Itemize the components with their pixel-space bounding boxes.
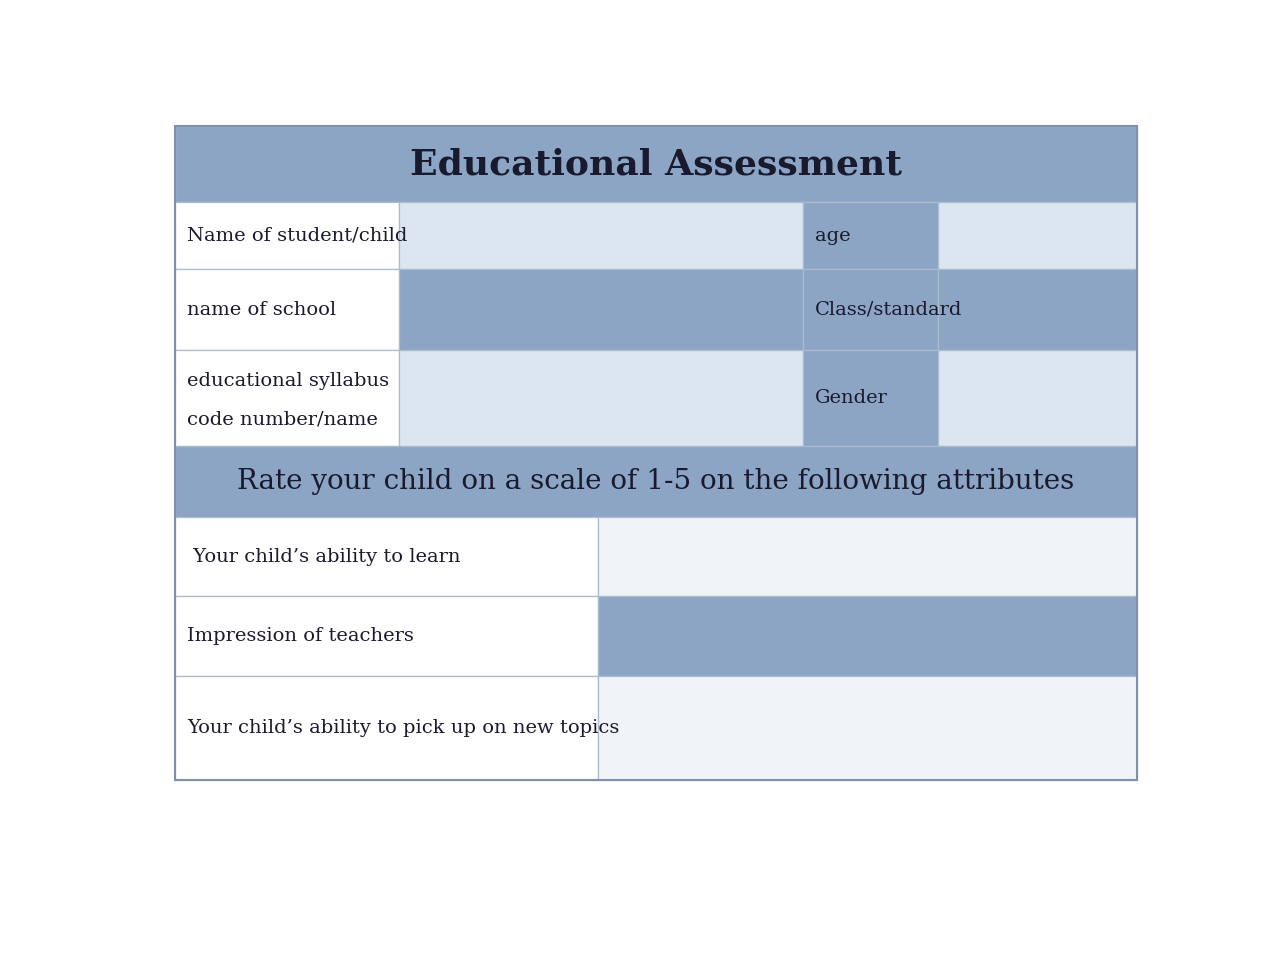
Text: Your child’s ability to learn: Your child’s ability to learn: [187, 547, 461, 565]
Bar: [938, 350, 1137, 446]
Text: code number/name: code number/name: [187, 411, 378, 428]
Bar: [175, 269, 399, 350]
Text: Impression of teachers: Impression of teachers: [187, 627, 413, 645]
Bar: [399, 203, 804, 269]
Bar: [175, 127, 1137, 203]
Text: Gender: Gender: [815, 390, 888, 407]
Bar: [175, 127, 1137, 780]
Bar: [175, 203, 399, 269]
Text: Class/standard: Class/standard: [815, 300, 963, 319]
Text: Your child’s ability to pick up on new topics: Your child’s ability to pick up on new t…: [187, 719, 620, 737]
Text: age: age: [815, 227, 851, 245]
Bar: [175, 127, 1137, 780]
Text: Educational Assessment: Educational Assessment: [410, 147, 902, 181]
Text: educational syllabus: educational syllabus: [187, 372, 389, 390]
Bar: [804, 350, 938, 446]
Bar: [598, 676, 1137, 780]
Bar: [938, 269, 1137, 350]
Text: Rate your child on a scale of 1-5 on the following attributes: Rate your child on a scale of 1-5 on the…: [237, 468, 1075, 495]
Text: name of school: name of school: [187, 300, 335, 319]
Bar: [175, 446, 1137, 516]
Bar: [399, 269, 804, 350]
Bar: [175, 516, 598, 596]
Bar: [175, 596, 598, 676]
Text: Name of student/child: Name of student/child: [187, 227, 407, 245]
Bar: [598, 516, 1137, 596]
Bar: [598, 596, 1137, 676]
Bar: [804, 203, 938, 269]
Bar: [938, 203, 1137, 269]
Bar: [175, 350, 399, 446]
Bar: [175, 676, 598, 780]
Bar: [399, 350, 804, 446]
Bar: [804, 269, 938, 350]
